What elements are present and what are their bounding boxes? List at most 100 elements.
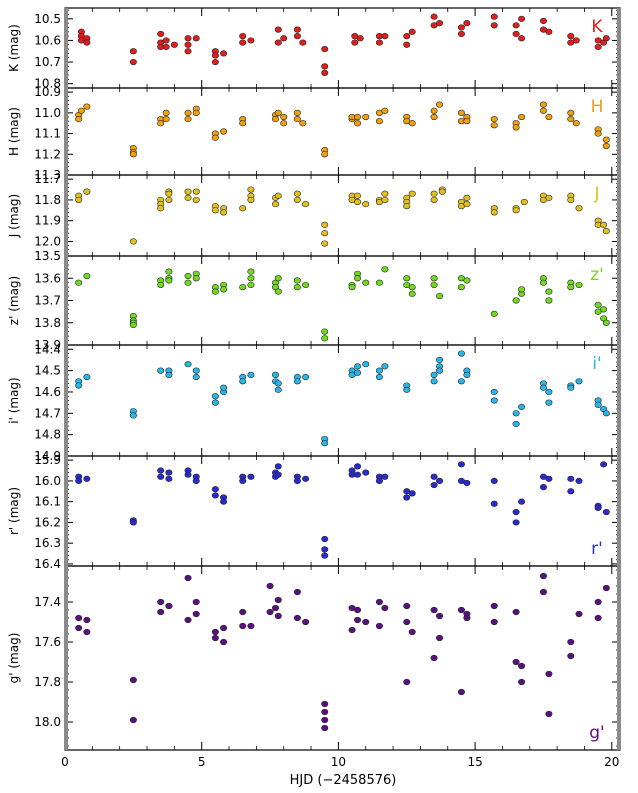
data-point-z-prime — [220, 286, 228, 293]
data-point-k — [594, 43, 602, 51]
data-point-h — [545, 113, 553, 121]
data-point-k — [457, 30, 465, 38]
data-point-i-prime — [436, 367, 444, 374]
data-point-j — [408, 190, 416, 197]
data-point-j — [321, 240, 329, 247]
data-point-h — [602, 142, 610, 150]
data-point-i-prime — [436, 356, 444, 364]
data-point-r-prime — [512, 519, 520, 526]
data-point-j — [157, 205, 165, 212]
data-point-g-prime — [83, 628, 91, 636]
panel-frame-g-prime — [64, 565, 621, 751]
data-point-j — [600, 221, 608, 228]
data-point-g-prime — [266, 582, 274, 590]
data-point-h — [436, 101, 444, 108]
data-point-k — [572, 37, 580, 44]
panel-z-prime: 13.5 13.6 13.7 13.8 13.9 z' (mag) z' — [7, 249, 621, 352]
data-point-h — [362, 113, 370, 121]
data-point-r-prime — [321, 546, 329, 553]
data-point-k — [375, 39, 383, 46]
data-point-h — [192, 109, 200, 116]
y-tick-label-i-prime: 14.9 — [34, 449, 61, 463]
data-point-z-prime — [293, 277, 301, 284]
data-point-g-prime — [403, 678, 411, 686]
data-point-g-prime — [211, 634, 219, 642]
data-point-r-prime — [512, 508, 520, 516]
data-point-k — [351, 39, 359, 46]
data-point-g-prime — [430, 606, 438, 614]
y-tick-label-r-prime: 16.2 — [34, 515, 61, 529]
data-point-g-prime — [518, 662, 526, 670]
data-point-g-prime — [512, 658, 520, 666]
data-point-j — [430, 196, 438, 204]
data-point-g-prime — [184, 574, 192, 582]
data-point-i-prime — [129, 412, 137, 419]
data-point-z-prime — [430, 275, 438, 282]
data-point-r-prime — [457, 461, 465, 468]
data-point-h — [539, 107, 547, 114]
data-point-z-prime — [518, 286, 526, 293]
data-point-j — [165, 196, 173, 204]
light-curve-panels: 10.5 10.6 10.7 10.8 K (mag) K 10.9 11.0 11.1 11.2… — [7, 7, 621, 769]
y-tick-label-i-prime: 14.6 — [34, 385, 61, 399]
y-tick-label-h: 11.3 — [34, 168, 61, 182]
data-point-k — [490, 13, 498, 20]
data-point-g-prime — [184, 616, 192, 624]
data-point-k — [518, 35, 526, 42]
data-point-k — [129, 58, 137, 66]
data-point-g-prime — [457, 606, 465, 614]
data-point-z-prime — [184, 272, 192, 280]
data-point-h — [274, 109, 282, 116]
data-point-z-prime — [354, 275, 362, 282]
data-point-j — [321, 230, 329, 237]
data-point-j — [83, 188, 91, 195]
data-point-j — [545, 194, 553, 201]
data-point-h — [75, 115, 83, 123]
data-point-g-prime — [436, 634, 444, 642]
data-point-z-prime — [436, 292, 444, 300]
data-point-z-prime — [375, 279, 383, 286]
data-point-k — [430, 13, 438, 20]
data-point-i-prime — [575, 378, 583, 385]
data-point-r-prime — [490, 500, 498, 507]
data-point-g-prime — [575, 610, 583, 618]
data-point-z-prime — [463, 277, 471, 284]
y-axis-label-z-prime: z' (mag) — [7, 276, 21, 325]
data-point-g-prime — [518, 678, 526, 686]
panel-r-prime: 15.9 16.0 16.1 16.2 16.3 16.4 r' (mag) r' — [7, 453, 621, 571]
data-point-z-prime — [293, 284, 301, 291]
data-point-j — [463, 200, 471, 208]
data-point-i-prime — [567, 384, 575, 391]
data-point-z-prime — [408, 284, 416, 291]
data-point-z-prime — [165, 277, 173, 284]
data-point-k — [436, 20, 444, 27]
data-point-i-prime — [192, 373, 200, 381]
data-point-h — [321, 151, 329, 158]
y-axis-label-h: H (mag) — [7, 107, 21, 156]
data-point-h — [280, 113, 288, 121]
data-point-k — [293, 26, 301, 33]
data-point-j — [354, 198, 362, 206]
panel-j: 11.7 11.8 11.9 12.0 J (mag) J — [7, 172, 621, 257]
panel-frame-h — [64, 87, 621, 176]
data-point-k — [247, 37, 255, 44]
data-point-i-prime — [545, 388, 553, 396]
band-label-k: K — [591, 17, 603, 37]
data-point-h — [572, 120, 580, 127]
panel-frame-i-prime — [64, 344, 621, 457]
band-label-h: H — [591, 97, 604, 117]
y-tick-label-r-prime: 16.0 — [34, 474, 61, 488]
data-point-h — [381, 107, 389, 114]
y-tick-label-g-prime: 17.8 — [34, 675, 61, 689]
data-point-r-prime — [575, 477, 583, 485]
data-point-h — [430, 113, 438, 121]
data-point-g-prime — [567, 652, 575, 660]
data-point-h — [293, 115, 301, 123]
data-point-g-prime — [490, 618, 498, 626]
data-point-r-prime — [192, 477, 200, 485]
y-tick-label-k: 10.7 — [34, 55, 61, 69]
y-tick-label-h: 11.1 — [34, 127, 61, 141]
data-point-z-prime — [512, 297, 520, 304]
y-tick-label-z-prime: 13.9 — [34, 338, 61, 352]
data-point-g-prime — [403, 602, 411, 610]
